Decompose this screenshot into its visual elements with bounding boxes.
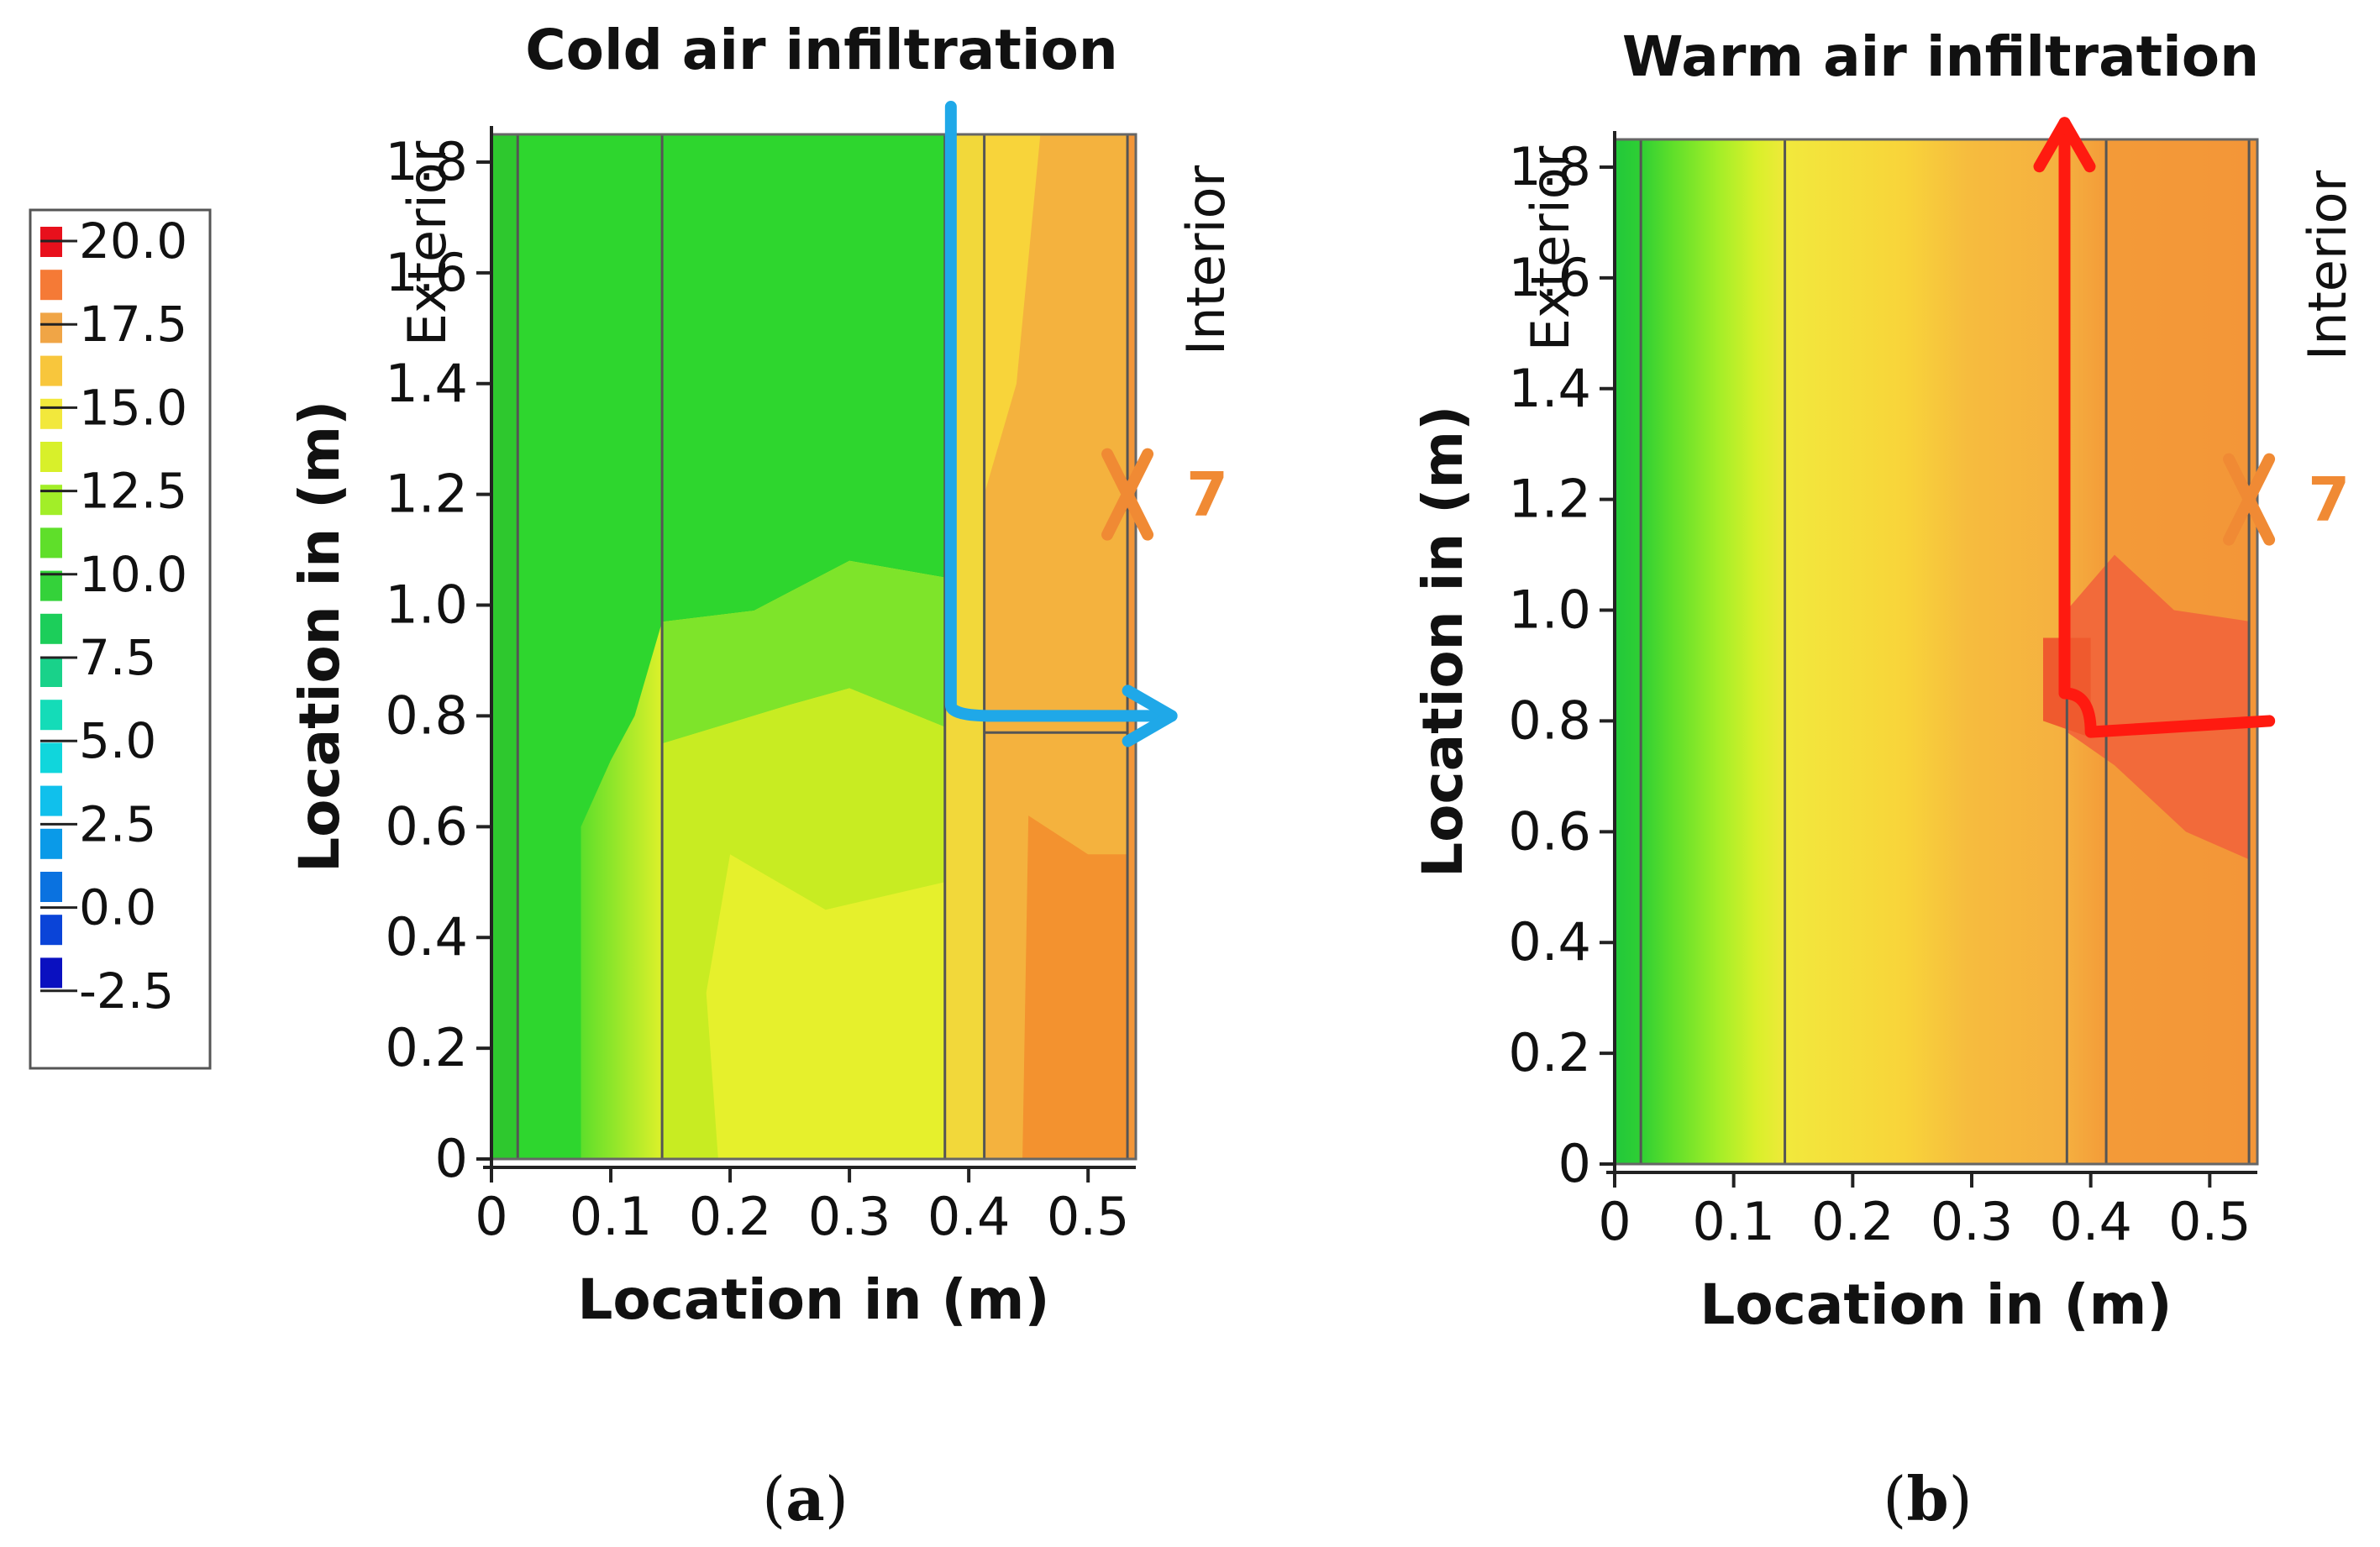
x-tick-label: 0.1 — [1692, 1191, 1775, 1252]
legend-label: 0.0 — [79, 879, 156, 936]
y-tick-label: 0.6 — [385, 795, 468, 857]
y-tick-label: 0.4 — [385, 906, 468, 968]
colorbar-legend: 20.0 17.5 15.0 12.5 10.0 7.5 5.0 2.5 0.0 -2.5 — [29, 208, 212, 1070]
y-tick-label: 0.2 — [385, 1017, 468, 1078]
y-tick-label: 1.8 — [1508, 136, 1591, 197]
panel-b: 0 0.2 0.4 0.6 0.8 1.0 1.2 1.4 1.6 1.8 0 0.1 0.2 0.3 0.… — [1411, 24, 2358, 1534]
y-tick-label: 1.0 — [1508, 579, 1591, 641]
x-axis-label: Location in (m) — [577, 1267, 1049, 1332]
panel-title: Warm air infiltration — [1622, 24, 2259, 89]
x-tick-label: 0.5 — [2168, 1191, 2251, 1252]
x-tick-label: 0.3 — [808, 1186, 891, 1247]
airflow-arrowhead — [2033, 117, 2096, 173]
y-tick-label: 0 — [1558, 1133, 1591, 1194]
legend-swatch — [40, 872, 62, 902]
legend-swatch — [40, 570, 62, 601]
sensor-marker-x — [1101, 448, 1154, 541]
y-axis-label: Location in (m) — [1411, 406, 1475, 878]
y-tick-label: 1.0 — [385, 574, 468, 636]
legend-label: 7.5 — [79, 629, 156, 686]
airflow-arrow — [944, 101, 1178, 722]
y-tick-label: 1.6 — [1508, 247, 1591, 308]
airflow-arrowhead — [1122, 684, 1178, 747]
legend-label: 12.5 — [79, 463, 187, 520]
y-tick-label: 1.6 — [385, 242, 468, 303]
panel-title: Cold air infiltration — [525, 18, 1118, 82]
y-tick-label: 1.2 — [1508, 469, 1591, 530]
interior-label: Interior — [2297, 170, 2358, 360]
legend-swatch — [40, 657, 62, 687]
heatmap-region-yellow — [706, 854, 945, 1159]
x-tick-label: 0.1 — [570, 1186, 653, 1247]
interior-label: Interior — [1175, 165, 1237, 355]
x-tick-label: 0.2 — [689, 1186, 772, 1247]
sensor-marker-x — [2223, 453, 2276, 546]
legend-label: -2.5 — [79, 962, 174, 1020]
legend-label: 17.5 — [79, 296, 187, 353]
legend-swatch — [40, 785, 62, 816]
heatmap-region-cladding — [491, 134, 518, 1159]
airflow-arrow — [2058, 117, 2276, 738]
y-tick-label: 0.4 — [1508, 911, 1591, 973]
y-tick-label: 1.4 — [385, 353, 468, 414]
heatmap-region-hot — [1022, 815, 1128, 1159]
exterior-label: Exterior — [397, 140, 458, 346]
legend-label: 15.0 — [79, 379, 187, 436]
legend-swatch — [40, 485, 62, 516]
legend-swatch — [40, 700, 62, 731]
sensor-marker-label: 7 — [1186, 459, 1228, 530]
legend-swatch — [40, 915, 62, 946]
x-axis-label: Location in (m) — [1700, 1272, 2172, 1337]
legend-swatch — [40, 527, 62, 558]
heatmap-region-mid — [662, 560, 945, 744]
legend-swatch — [40, 442, 62, 472]
x-tick-label: 0 — [1598, 1191, 1631, 1252]
panel-caption: (b) — [1883, 1463, 1973, 1534]
legend-swatch — [40, 355, 62, 386]
x-tick-label: 0.4 — [2049, 1191, 2132, 1252]
legend-swatch — [40, 742, 62, 774]
panel-a: 0 0.2 0.4 0.6 0.8 1.0 1.2 1.4 1.6 1.8 0 0.1 0.2 0.3 0.… — [287, 18, 1237, 1534]
exterior-label: Exterior — [1520, 145, 1581, 351]
y-tick-label: 0.2 — [1508, 1022, 1591, 1083]
sensor-marker-label: 7 — [2308, 464, 2350, 535]
legend-label: 10.0 — [79, 546, 187, 603]
heatmap-region-hot — [2067, 554, 2250, 860]
y-tick-label: 1.8 — [385, 131, 468, 192]
x-tick-label: 0.2 — [1811, 1191, 1894, 1252]
legend-swatch — [40, 312, 62, 343]
x-tick-label: 0 — [475, 1186, 507, 1247]
legend-swatch — [40, 398, 62, 429]
y-tick-label: 0 — [435, 1128, 468, 1189]
legend-swatch — [40, 270, 62, 301]
legend-label: 5.0 — [79, 712, 156, 769]
x-tick-label: 0.4 — [927, 1186, 1011, 1247]
x-tick-label: 0.3 — [1931, 1191, 2014, 1252]
panel-caption: (a) — [762, 1463, 848, 1534]
y-tick-label: 1.4 — [1508, 358, 1591, 419]
y-axis-label: Location in (m) — [287, 401, 352, 873]
legend-swatch — [40, 957, 62, 989]
legend-swatch — [40, 828, 62, 859]
heatmap-region-cold — [491, 134, 945, 1159]
heatmap-region-cavity-top — [984, 134, 1041, 495]
legend-label: 20.0 — [79, 212, 187, 270]
y-tick-label: 0.8 — [385, 684, 468, 746]
legend-swatch — [40, 613, 62, 644]
y-tick-label: 0.6 — [1508, 800, 1591, 862]
y-tick-label: 1.2 — [385, 464, 468, 525]
legend-label: 2.5 — [79, 795, 156, 852]
x-tick-label: 0.5 — [1047, 1186, 1130, 1247]
y-tick-label: 0.8 — [1508, 690, 1591, 751]
